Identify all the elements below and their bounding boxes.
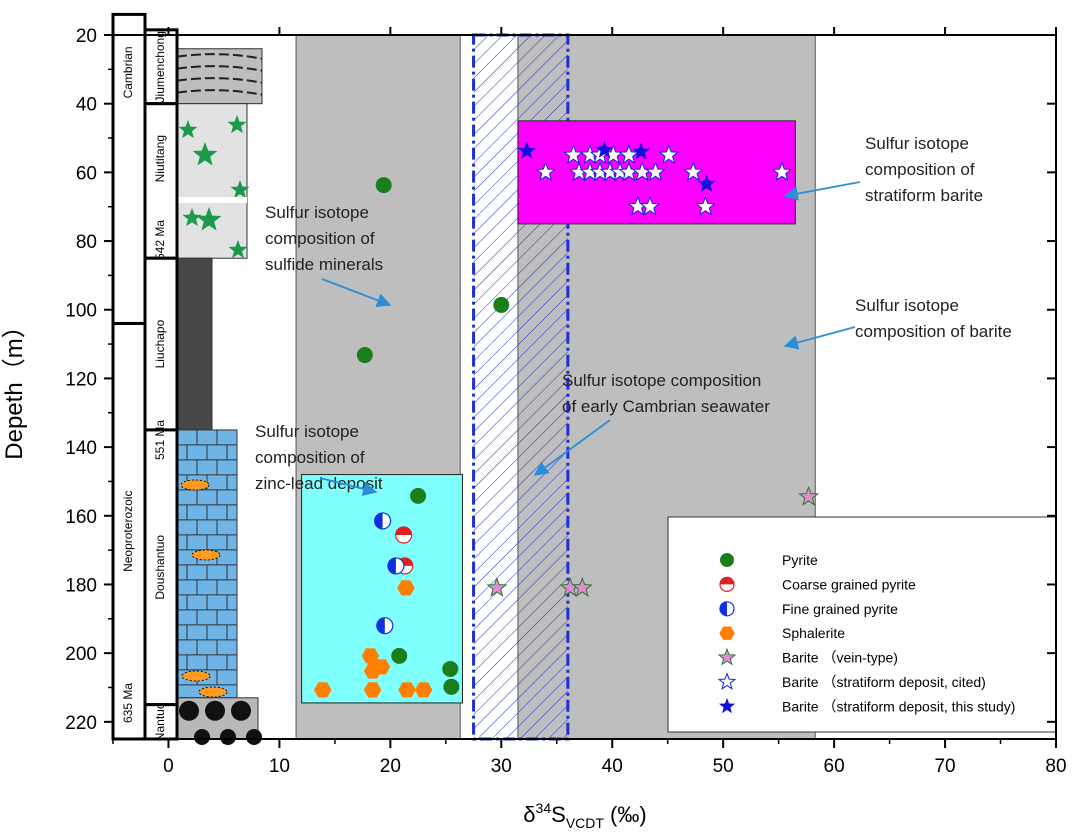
age-label: 635 Ma (121, 683, 135, 723)
x-axis-label: δ34SVCDT (‰) (523, 800, 646, 831)
x-label-part: S (551, 802, 566, 827)
formation-label: Liuchapo (153, 319, 167, 368)
lithology-pattern (179, 701, 199, 721)
x-label-part: (‰) (604, 802, 647, 827)
annotation-text: Sulfur isotope composition (562, 371, 761, 390)
lithology-pattern (182, 671, 210, 681)
marker-shape (391, 648, 407, 664)
marker (357, 347, 373, 363)
marker (442, 661, 458, 677)
marker (720, 602, 734, 616)
formation-label: Niutitang (153, 135, 167, 182)
marker (377, 618, 393, 634)
y-tick-label: 20 (76, 26, 97, 47)
lithology-pattern (199, 687, 227, 697)
marker-shape (376, 177, 392, 193)
annotation-text: Sulfur isotope (855, 296, 959, 315)
annotation-text: stratiform barite (865, 186, 983, 205)
marker (410, 488, 426, 504)
y-tick-label: 140 (65, 438, 97, 459)
annotation-text: of early Cambrian seawater (562, 397, 770, 416)
lithology-pattern (220, 729, 236, 745)
x-tick-label: 10 (269, 756, 290, 777)
marker-shape (410, 488, 426, 504)
legend-label: Sphalerite (782, 625, 845, 641)
age-label: 551 Ma (153, 420, 167, 460)
marker-shape (443, 679, 459, 695)
annotation-text: sulfide minerals (265, 255, 383, 274)
legend-label: Pyrite (782, 552, 818, 568)
formation-label: Jiumenchong (153, 31, 167, 102)
marker-shape (720, 553, 734, 567)
formation-label: Doushantuo (153, 535, 167, 600)
marker (493, 297, 509, 313)
x-label-sup: 34 (536, 800, 552, 816)
age-label: 542 Ma (153, 220, 167, 260)
marker (396, 527, 412, 543)
marker (388, 558, 404, 574)
y-tick-label: 200 (65, 644, 97, 665)
legend-label: Coarse grained pyrite (782, 576, 916, 592)
marker-shape (493, 297, 509, 313)
marker (375, 513, 391, 529)
lithology-pattern (194, 729, 210, 745)
x-tick-label: 50 (713, 756, 734, 777)
marker (443, 679, 459, 695)
legend-label: Barite （stratiform deposit, this study) (782, 698, 1015, 714)
marker (720, 553, 734, 567)
x-tick-label: 60 (824, 756, 845, 777)
era-label: Neoproterozoic (121, 491, 135, 572)
annotation-text: zinc-lead deposit (255, 474, 383, 493)
x-label-part: δ (523, 802, 535, 827)
lithology-layer (177, 258, 212, 430)
lithology-pattern (181, 480, 209, 490)
x-tick-label: 80 (1045, 756, 1066, 777)
lithology-pattern (231, 701, 251, 721)
y-tick-label: 180 (65, 575, 97, 596)
annotation-text: composition of (265, 229, 375, 248)
y-tick-label: 220 (65, 713, 97, 734)
annotation-text: composition of (865, 160, 975, 179)
legend-label: Barite （vein-type) (782, 650, 898, 666)
formation-label: Nantuo (153, 702, 167, 741)
marker (391, 648, 407, 664)
x-tick-label: 0 (163, 756, 174, 777)
y-tick-label: 120 (65, 369, 97, 390)
lithology-pattern (192, 550, 220, 560)
annotation-text: composition of (255, 448, 365, 467)
marker (720, 577, 734, 591)
chart: Depeth（m） δ34SVCDT (‰) Sulfur isotope com… (0, 0, 1073, 834)
lithology-pattern (246, 729, 262, 745)
x-label-sub: VCDT (566, 815, 605, 831)
legend-label: Fine grained pyrite (782, 601, 898, 617)
y-tick-label: 80 (76, 232, 97, 253)
lithology-pattern (177, 197, 247, 203)
y-tick-label: 160 (65, 507, 97, 528)
y-tick-label: 100 (65, 301, 97, 322)
y-tick-label: 40 (76, 95, 97, 116)
x-tick-label: 20 (380, 756, 401, 777)
y-tick-label: 60 (76, 163, 97, 184)
y-axis-label: Depeth（m） (1, 314, 28, 459)
annotation-text: composition of barite (855, 322, 1012, 341)
marker (376, 177, 392, 193)
x-tick-label: 70 (934, 756, 955, 777)
annotation-text: Sulfur isotope (255, 422, 359, 441)
era-label: Cambrian (121, 46, 135, 98)
annotation-text: Sulfur isotope (865, 134, 969, 153)
annotation-text: Sulfur isotope (265, 203, 369, 222)
lithology-pattern (205, 701, 225, 721)
x-tick-label: 30 (491, 756, 512, 777)
legend-label: Barite （stratiform deposit, cited) (782, 674, 986, 690)
marker-shape (442, 661, 458, 677)
marker-shape (357, 347, 373, 363)
x-tick-label: 40 (602, 756, 623, 777)
